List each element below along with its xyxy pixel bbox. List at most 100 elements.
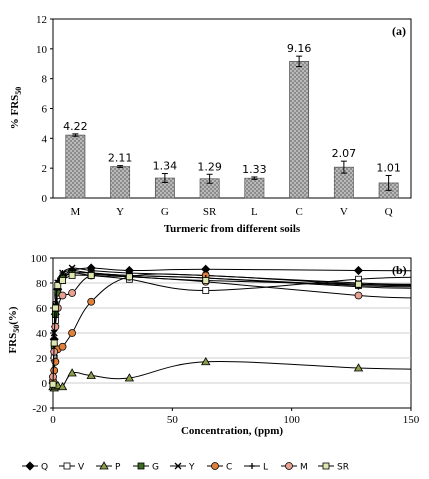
legend-marker	[285, 462, 293, 470]
series-point	[67, 368, 77, 377]
legend-marker	[174, 462, 182, 470]
line-x-tick-label: 100	[283, 414, 300, 426]
line-grid	[53, 282, 411, 384]
series-point	[86, 370, 96, 379]
legend-marker	[322, 462, 330, 470]
line-y-tick-label: -20	[32, 403, 47, 415]
line-y-tick-label: 40	[36, 328, 48, 340]
legend-label: V	[78, 463, 85, 473]
legend-label: M	[300, 463, 308, 473]
line-x-tick-label: 150	[403, 414, 420, 426]
bar-value-label: 1.34	[153, 160, 178, 173]
series-point	[355, 280, 362, 288]
bar-value-label: 1.33	[242, 163, 267, 176]
bar-category-label: V	[340, 206, 348, 218]
line-y-axis-label: FRS50(%)	[7, 306, 21, 353]
legend-label: SR	[337, 463, 349, 473]
line-x-axis-label: Concentration, (ppm)	[181, 425, 283, 437]
line-panel-label: (b)	[392, 263, 407, 277]
series-point	[124, 373, 135, 382]
series-point	[57, 381, 68, 391]
bar-category-label: M	[70, 206, 80, 218]
bar-category-label: C	[295, 206, 302, 218]
series-point	[202, 287, 210, 294]
series-point	[50, 339, 58, 347]
bar	[65, 134, 86, 199]
series-point	[59, 277, 66, 284]
series-point	[68, 272, 76, 279]
line-y-tick-label: 80	[36, 278, 48, 290]
bar	[110, 166, 131, 199]
series-line	[52, 273, 412, 381]
series-point	[125, 273, 133, 281]
bar-y-tick-label: 4	[42, 133, 48, 145]
legend-label: Y	[188, 463, 195, 473]
series-point	[201, 356, 211, 366]
bar-value-label: 9.16	[287, 42, 312, 55]
line-y-ticks: -20 0 20 40 60 80 100	[31, 253, 53, 415]
bar-value-label: 1.01	[376, 161, 401, 174]
series-point	[202, 277, 210, 284]
legend-marker	[25, 461, 35, 471]
bar-value-label: 1.29	[197, 160, 222, 173]
line-x-tick-label: 0	[50, 414, 56, 426]
line-y-tick-label: 100	[31, 253, 48, 265]
bar-x-axis-label: Turmeric from different soils	[164, 223, 301, 235]
series-point	[51, 322, 60, 331]
line-y-tick-label: 60	[36, 303, 48, 315]
bar-x-ticks: M Y G SR L C V Q	[70, 206, 392, 218]
bar-y-tick-label: 2	[42, 163, 48, 175]
bar	[244, 177, 265, 199]
bar-y-tick-label: 0	[42, 193, 48, 205]
bar-category-label: Y	[116, 206, 124, 218]
bar-series: 4.22 2.11 1.34 1.29 1.33 9.16 2.07 1.01	[63, 42, 401, 199]
series-point	[58, 342, 67, 351]
legend-label: C	[226, 463, 232, 473]
legend-marker	[137, 462, 145, 470]
legend-label: L	[263, 463, 268, 473]
series-point	[87, 297, 96, 306]
line-legend: Q V P G Y C L M SR	[22, 461, 349, 473]
legend-marker	[249, 463, 255, 469]
legend-label: Q	[41, 463, 48, 473]
line-y-tick-label: 20	[36, 353, 48, 365]
bar-y-ticks: 0 2 4 6 8 10 12	[36, 14, 53, 205]
bar-y-tick-label: 8	[42, 74, 48, 86]
bar-category-label: L	[251, 206, 258, 218]
series-point	[354, 291, 363, 300]
series-point	[49, 380, 57, 388]
legend-marker	[63, 462, 71, 470]
bar-category-label: Q	[385, 206, 393, 218]
bar-value-label: 2.07	[332, 147, 357, 160]
series-point	[58, 291, 67, 300]
series-point	[87, 272, 95, 279]
bar-category-label: SR	[203, 206, 217, 218]
bar-y-tick-label: 10	[36, 44, 48, 56]
series-point	[68, 289, 76, 297]
bar-y-tick-label: 6	[42, 104, 48, 116]
bar	[289, 61, 310, 199]
bar-y-tick-label: 12	[36, 14, 47, 26]
series-point	[50, 366, 59, 375]
line-x-ticks: 0 50 100 150	[50, 408, 420, 426]
bar-chart-frame	[52, 18, 412, 199]
series-point	[68, 329, 76, 337]
legend-marker	[99, 461, 109, 470]
bar-category-label: G	[161, 206, 169, 218]
bar-chart-panel: (a) 0 2 4 6 8 10 12 4.22 2.11 1.34 1.29 1.33 9.16 2.…	[9, 14, 412, 235]
series-point	[353, 363, 364, 372]
series-point	[353, 265, 364, 276]
legend-label: P	[115, 463, 121, 473]
bar-y-axis-label: % FRS50	[9, 87, 23, 130]
series-point	[59, 270, 66, 276]
line-x-tick-label: 50	[167, 414, 179, 426]
bar-value-label: 4.22	[63, 120, 88, 133]
line-y-tick-label: 0	[42, 378, 48, 390]
series-point	[51, 304, 59, 312]
line-series	[48, 263, 412, 392]
bar-panel-label: (a)	[392, 24, 406, 38]
series-point	[54, 282, 62, 289]
legend-marker	[211, 462, 219, 470]
